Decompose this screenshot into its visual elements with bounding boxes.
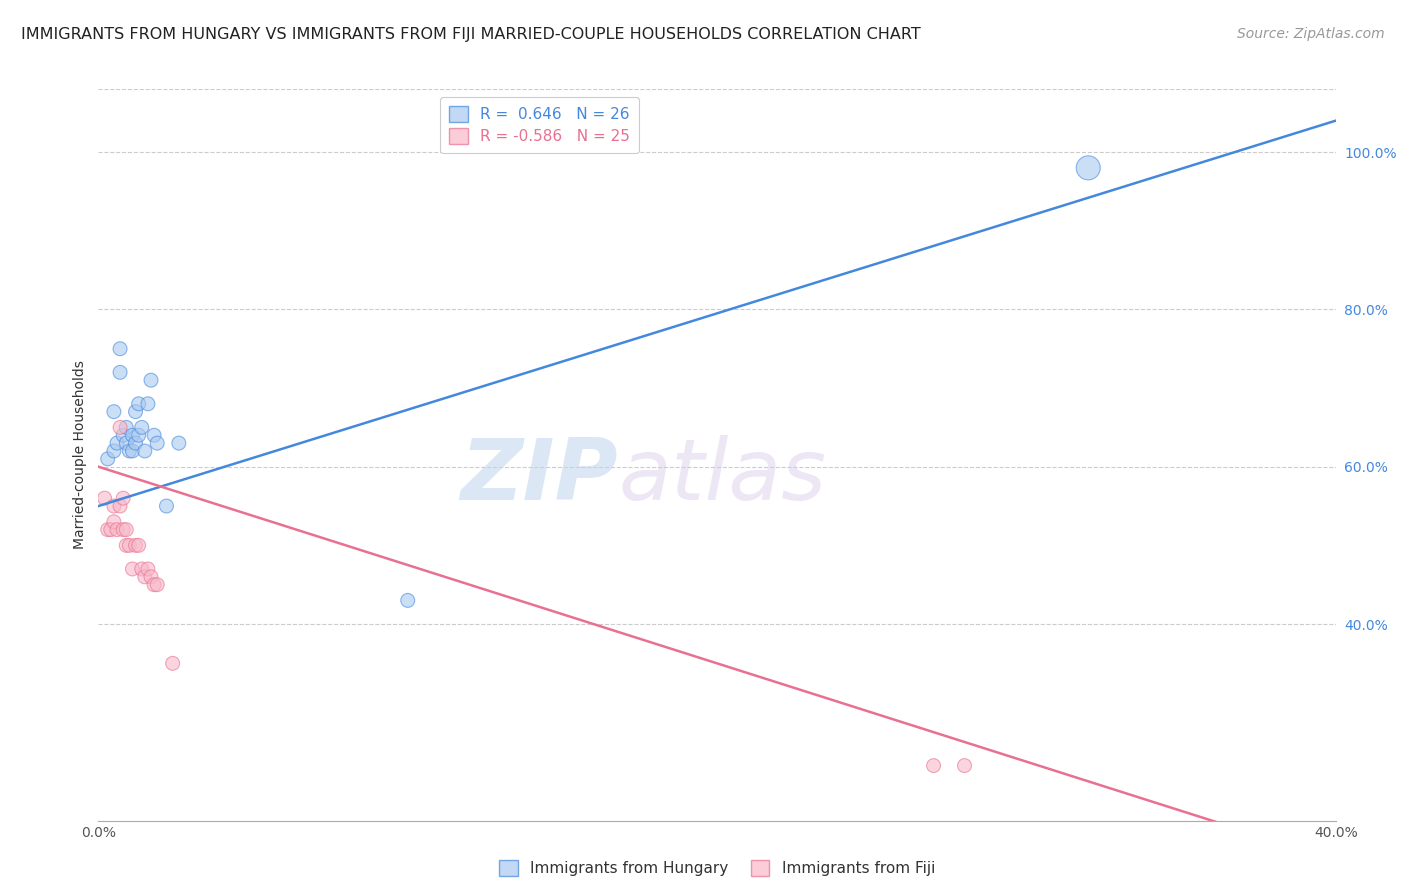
Point (115, 523, 138, 537)
Point (136, 397, 159, 411)
Point (97, 451, 120, 466)
Point (146, 577, 169, 591)
Point (131, 562, 153, 576)
Text: IMMIGRANTS FROM HUNGARY VS IMMIGRANTS FROM FIJI MARRIED-COUPLE HOUSEHOLDS CORREL: IMMIGRANTS FROM HUNGARY VS IMMIGRANTS FR… (21, 27, 921, 42)
Point (396, 593, 419, 607)
Point (155, 499, 177, 513)
Point (112, 523, 135, 537)
Point (112, 428, 135, 442)
Point (115, 538, 138, 552)
Point (128, 428, 150, 442)
Point (953, 758, 976, 772)
Text: Source: ZipAtlas.com: Source: ZipAtlas.com (1237, 27, 1385, 41)
Point (108, 499, 131, 513)
Point (146, 436, 169, 450)
Point (108, 420, 131, 434)
Point (103, 515, 125, 529)
Point (139, 570, 162, 584)
Point (103, 405, 125, 419)
Point (139, 373, 162, 387)
Point (105, 523, 128, 537)
Point (97, 523, 120, 537)
Point (134, 444, 156, 458)
Point (1077, 161, 1099, 175)
Point (128, 538, 150, 552)
Point (922, 758, 945, 772)
Point (124, 436, 146, 450)
Text: atlas: atlas (619, 435, 827, 518)
Point (136, 562, 159, 576)
Point (167, 436, 190, 450)
Point (121, 428, 143, 442)
Point (108, 342, 131, 356)
Point (93, 491, 115, 505)
Point (103, 444, 125, 458)
Point (115, 420, 138, 434)
Text: ZIP: ZIP (460, 435, 619, 518)
Point (124, 405, 146, 419)
Y-axis label: Married-couple Households: Married-couple Households (73, 360, 87, 549)
Point (128, 397, 150, 411)
Point (134, 570, 156, 584)
Legend: Immigrants from Hungary, Immigrants from Fiji: Immigrants from Hungary, Immigrants from… (494, 855, 941, 882)
Point (131, 420, 153, 434)
Point (121, 562, 143, 576)
Point (143, 577, 166, 591)
Point (112, 491, 135, 505)
Point (162, 657, 184, 671)
Point (143, 428, 166, 442)
Point (124, 538, 146, 552)
Point (115, 436, 138, 450)
Point (108, 365, 131, 379)
Point (118, 538, 141, 552)
Point (100, 523, 122, 537)
Point (121, 444, 143, 458)
Point (118, 444, 141, 458)
Point (105, 436, 128, 450)
Point (103, 499, 125, 513)
